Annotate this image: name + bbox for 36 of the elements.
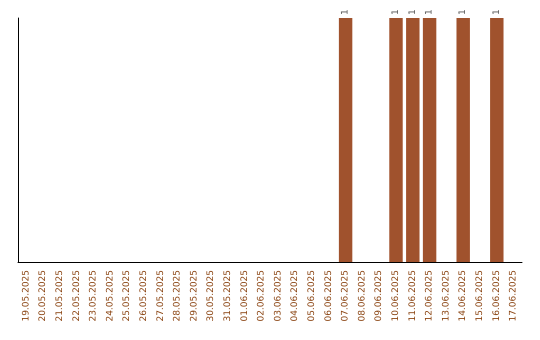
x-tick-label: 03.06.2025 xyxy=(273,270,284,322)
x-tick-label: 07.06.2025 xyxy=(340,270,351,322)
x-tick-label: 19.05.2025 xyxy=(21,270,32,322)
x-tick-label: 11.06.2025 xyxy=(408,270,418,322)
x-tick-label: 05.06.2025 xyxy=(307,270,317,322)
data-label: 1 xyxy=(424,9,435,15)
x-tick-label: 22.05.2025 xyxy=(72,270,82,322)
x-tick-label: 20.05.2025 xyxy=(38,270,48,322)
data-label: 1 xyxy=(340,9,351,15)
x-tick-label: 14.06.2025 xyxy=(458,270,468,322)
x-tick-label: 29.05.2025 xyxy=(189,270,200,322)
x-tick-label: 04.06.2025 xyxy=(290,270,300,322)
x-tick-label: 23.05.2025 xyxy=(88,270,99,322)
x-tick-label: 26.05.2025 xyxy=(139,270,149,322)
x-tick-label: 06.06.2025 xyxy=(324,270,334,322)
data-label: 1 xyxy=(492,9,502,15)
x-tick-label: 24.05.2025 xyxy=(105,270,116,322)
x-tick-label: 15.06.2025 xyxy=(475,270,485,322)
x-tick-label: 10.06.2025 xyxy=(391,270,401,322)
x-tick-label: 30.05.2025 xyxy=(206,270,216,322)
x-tick-label: 13.06.2025 xyxy=(441,270,452,322)
x-tick-label: 21.05.2025 xyxy=(55,270,65,322)
x-tick-label: 08.06.2025 xyxy=(357,270,368,322)
x-tick-label: 28.05.2025 xyxy=(172,270,183,322)
x-tick-label: 12.06.2025 xyxy=(424,270,435,322)
data-label: 1 xyxy=(458,9,468,15)
x-tick-label: 25.05.2025 xyxy=(122,270,132,322)
data-label: 1 xyxy=(391,9,401,15)
x-tick-label: 31.05.2025 xyxy=(223,270,233,322)
x-tick-label: 09.06.2025 xyxy=(374,270,384,322)
data-label: 1 xyxy=(408,9,418,15)
x-tick-label: 02.06.2025 xyxy=(256,270,267,322)
x-tick-label: 27.05.2025 xyxy=(156,270,166,322)
x-tick-label: 17.06.2025 xyxy=(508,270,519,322)
x-tick-label: 01.06.2025 xyxy=(240,270,250,322)
x-tick-label: 16.06.2025 xyxy=(492,270,502,322)
